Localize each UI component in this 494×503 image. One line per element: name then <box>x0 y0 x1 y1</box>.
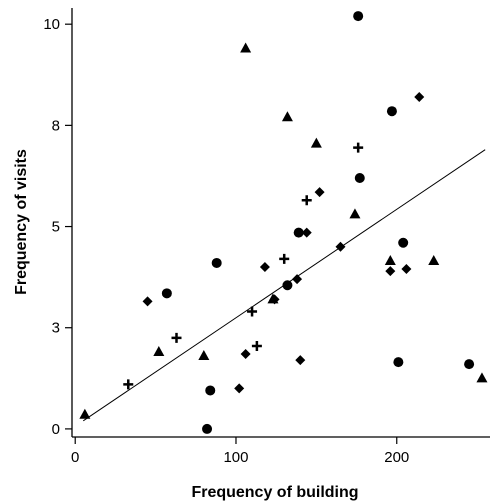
y-tick-label: 8 <box>52 117 60 134</box>
y-tick-label: 10 <box>43 16 60 33</box>
data-point-plus <box>247 306 258 317</box>
data-point-circle <box>398 237 409 248</box>
data-point-plus <box>301 195 312 206</box>
data-point-triangle <box>281 111 293 122</box>
data-point-plus <box>171 332 182 343</box>
data-point-circle <box>464 359 475 370</box>
data-point-diamond <box>401 264 412 275</box>
data-point-diamond <box>292 274 303 285</box>
data-point-circle <box>202 423 213 434</box>
data-point-triangle <box>240 42 252 53</box>
plot-frame <box>71 8 490 438</box>
x-axis-title: Frequency of building <box>191 484 358 501</box>
data-point-diamond <box>269 294 280 305</box>
data-point-diamond <box>301 227 312 238</box>
data-point-diamond <box>240 349 251 360</box>
data-point-circle <box>386 106 397 117</box>
data-point-triangle <box>349 208 361 219</box>
data-point-diamond <box>142 296 153 307</box>
x-axis-ticks: 0 100 200 <box>71 437 409 466</box>
data-point-diamond <box>259 262 270 273</box>
data-point-circle <box>211 257 222 268</box>
data-points <box>79 11 488 434</box>
data-point-triangle <box>310 137 322 148</box>
data-point-diamond <box>295 355 306 366</box>
data-point-circle <box>354 172 365 183</box>
data-point-triangle <box>153 346 165 357</box>
data-point-triangle <box>384 254 396 265</box>
data-point-triangle <box>476 372 488 383</box>
data-point-diamond <box>234 383 245 394</box>
data-point-plus <box>279 253 290 264</box>
data-point-circle <box>205 385 216 396</box>
x-tick-label: 100 <box>223 449 248 466</box>
y-axis-title: Frequency of visits <box>13 149 30 295</box>
data-point-circle <box>393 357 404 368</box>
data-point-circle <box>353 11 364 22</box>
x-tick-label: 200 <box>384 449 409 466</box>
y-tick-label: 3 <box>52 320 60 337</box>
data-point-plus <box>123 379 134 390</box>
data-point-diamond <box>314 187 325 198</box>
data-point-diamond <box>335 241 346 252</box>
data-point-diamond <box>414 92 425 103</box>
data-point-circle <box>282 280 293 291</box>
data-point-triangle <box>198 350 210 361</box>
y-tick-label: 0 <box>52 421 60 438</box>
data-point-plus <box>353 142 364 153</box>
data-point-plus <box>251 340 262 351</box>
data-point-triangle <box>79 408 91 419</box>
data-point-diamond <box>385 266 396 277</box>
x-tick-label: 0 <box>71 449 79 466</box>
data-point-circle <box>293 227 304 238</box>
y-axis-ticks: 0 3 5 8 10 <box>43 16 72 438</box>
data-point-triangle <box>428 254 440 265</box>
data-point-circle <box>161 288 172 299</box>
y-tick-label: 5 <box>52 219 60 236</box>
